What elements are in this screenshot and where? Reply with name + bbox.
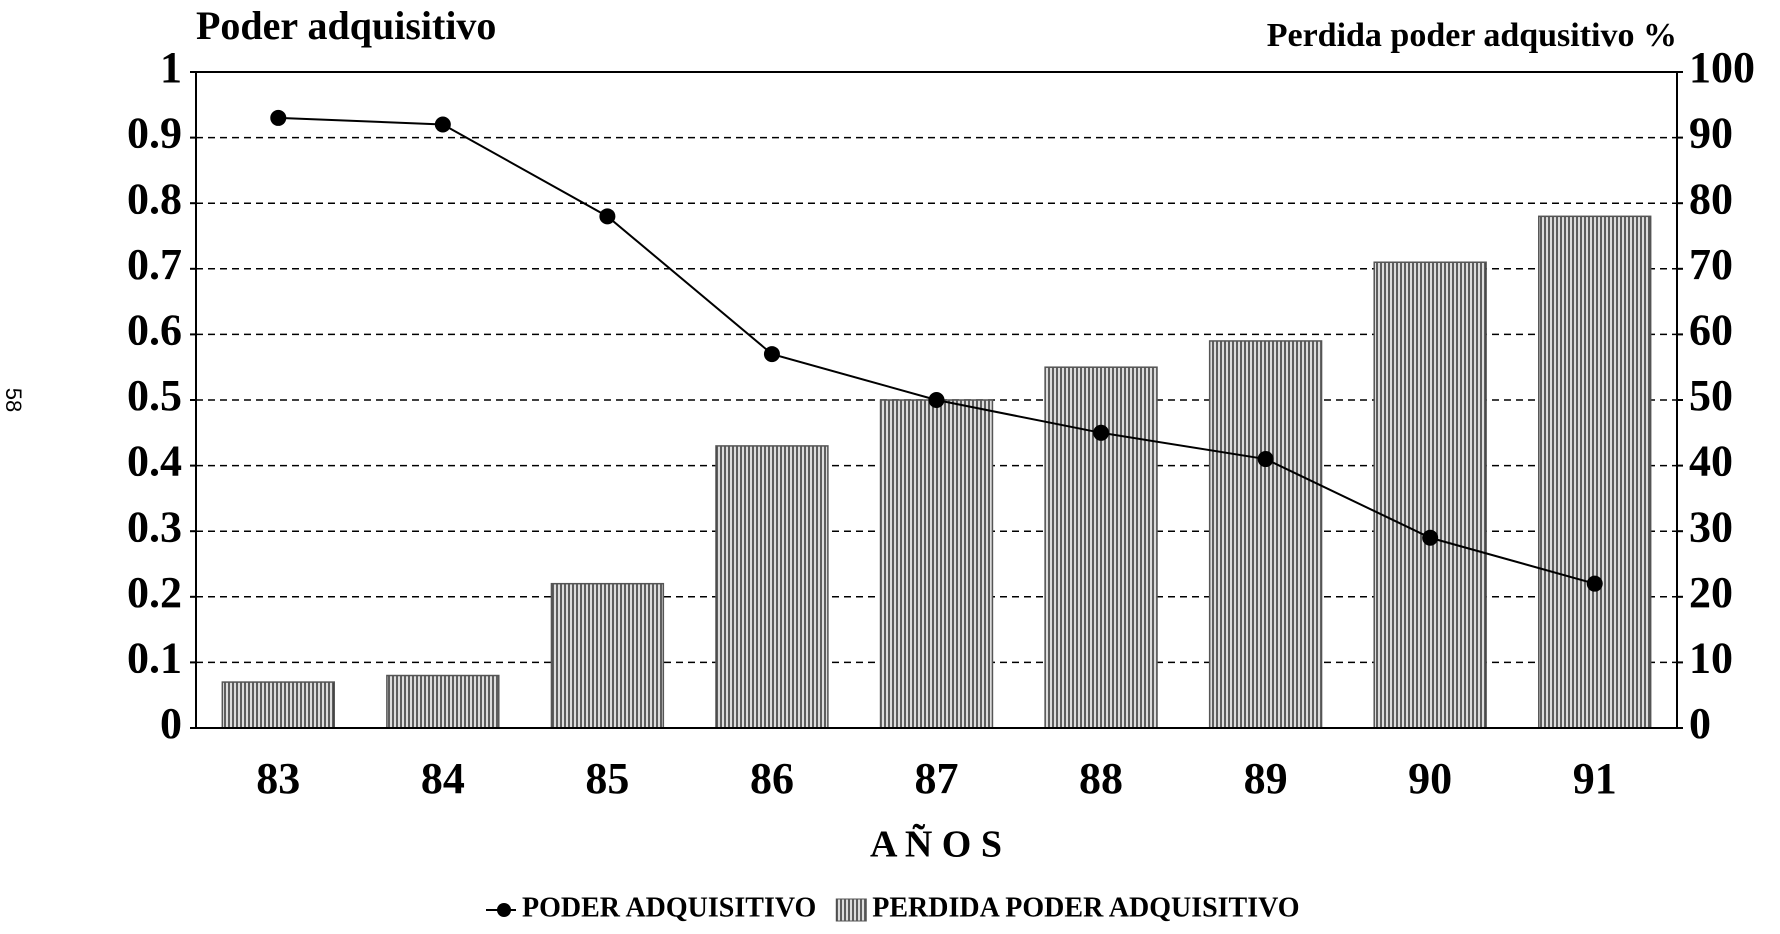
x-tick-label: 84: [421, 754, 465, 803]
x-axis-label: A Ñ O S: [870, 824, 1002, 866]
bar: [879, 399, 994, 729]
x-tick-label: 88: [1079, 754, 1123, 803]
y-tick-label: 0.6: [127, 305, 182, 354]
y2-tick-label: 20: [1689, 568, 1733, 617]
x-tick-label: 91: [1573, 754, 1617, 803]
bar: [550, 582, 665, 729]
point: [1422, 529, 1439, 546]
point: [434, 116, 451, 133]
point: [270, 109, 287, 126]
y2-tick-label: 90: [1689, 109, 1733, 158]
point: [1257, 451, 1274, 468]
x-tick-label: 86: [750, 754, 794, 803]
y2-title: Perdida poder adqusitivo %: [1267, 17, 1677, 54]
bar: [1373, 261, 1487, 729]
plot-frame: [195, 71, 1678, 729]
legend-label: PERDIDA PODER ADQUISITIVO: [872, 892, 1299, 923]
bar: [715, 445, 829, 729]
point: [1586, 575, 1603, 592]
x-tick-label: 83: [256, 754, 300, 803]
y2-tick-label: 50: [1689, 371, 1733, 420]
y-tick-label: 0.2: [127, 568, 182, 617]
bar: [1208, 340, 1323, 729]
y2-tick-label: 100: [1689, 43, 1755, 92]
y-tick-label: 0.8: [127, 174, 182, 223]
chart-title: Poder adquisitivo: [196, 3, 496, 48]
y-tick-label: 0.1: [127, 633, 182, 682]
x-tick-label: 85: [585, 754, 629, 803]
y-tick-label: 0.9: [127, 109, 182, 158]
x-tick-label: 89: [1244, 754, 1288, 803]
y2-tick-label: 70: [1689, 240, 1733, 289]
y-tick-label: 0: [160, 699, 182, 748]
legend-label: PODER ADQUISITIVO: [522, 892, 816, 923]
legend-swatch: [835, 898, 867, 922]
page-number: 58: [1, 388, 26, 412]
point: [1093, 424, 1110, 441]
bar: [221, 681, 335, 729]
point: [928, 392, 945, 408]
bar: [1044, 366, 1158, 729]
y2-tick-label: 10: [1689, 633, 1733, 682]
bar: [1538, 215, 1652, 729]
point: [599, 208, 616, 225]
y2-tick-label: 40: [1689, 437, 1733, 486]
y2-tick-label: 0: [1689, 699, 1711, 748]
y-tick-label: 0.4: [127, 437, 182, 486]
point: [763, 346, 780, 363]
y-tick-label: 0.3: [127, 502, 182, 551]
y2-tick-label: 30: [1689, 502, 1733, 551]
y2-tick-label: 60: [1689, 305, 1733, 354]
legend-marker: [497, 903, 511, 917]
bar: [386, 674, 500, 729]
x-tick-label: 90: [1408, 754, 1452, 803]
y-tick-label: 1: [160, 43, 182, 92]
y2-tick-label: 80: [1689, 174, 1733, 223]
y-tick-label: 0.7: [127, 240, 182, 289]
x-tick-label: 87: [915, 754, 959, 803]
y-tick-label: 0.5: [127, 371, 182, 420]
